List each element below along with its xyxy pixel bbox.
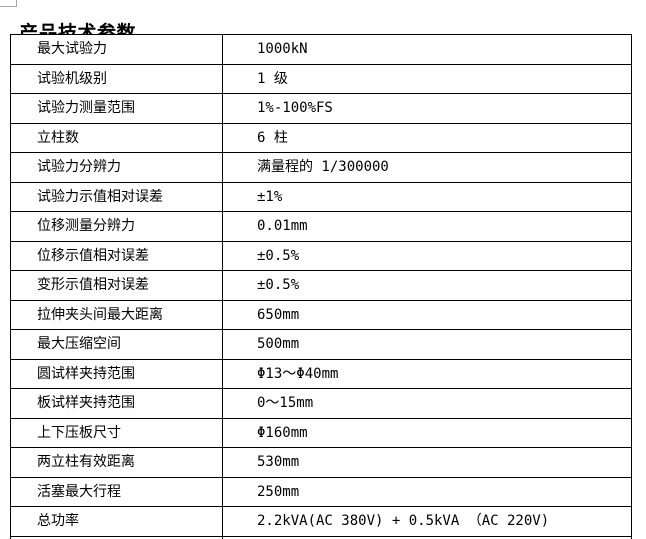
table-row: 位移示值相对误差 ±0.5% [10, 240, 632, 271]
table-row: 立柱数 6 柱 [10, 122, 632, 153]
param-value: 三相五线制 [222, 535, 632, 539]
param-label: 位移示值相对误差 [10, 240, 223, 271]
param-label: 试验机级别 [10, 63, 223, 94]
spec-table-body: 最大试验力 1000kN 试验机级别 1 级试验力测量范围 1%-100%FS 立柱数 6 … [10, 34, 632, 539]
table-row: 拉伸夹头间最大距离 650mm [10, 299, 632, 330]
param-value: 2.2kVA(AC 380V) + 0.5kVA （AC 220V) [222, 506, 632, 537]
param-value: ±1% [222, 181, 632, 212]
param-label: 活塞最大行程 [10, 476, 223, 507]
param-label: 两立柱有效距离 [10, 447, 223, 478]
param-value: 1%-100%FS [222, 93, 632, 124]
param-label: 圆试样夹持范围 [10, 358, 223, 389]
param-label: 总功率 [10, 506, 223, 537]
param-value: Φ160mm [222, 417, 632, 448]
table-row: 试验机级别 1 级 [10, 63, 632, 94]
param-value: ±0.5% [222, 240, 632, 271]
table-row: 最大压缩空间 500mm [10, 329, 632, 360]
param-value: 1 级 [222, 63, 632, 94]
param-value: 0.01mm [222, 211, 632, 242]
param-value: 1000kN [222, 34, 632, 65]
param-label: 试验力测量范围 [10, 93, 223, 124]
param-value: Φ13～Φ40mm [222, 358, 632, 389]
param-value: 650mm [222, 299, 632, 330]
table-row: 位移测量分辨力 0.01mm [10, 211, 632, 242]
param-label: 位移测量分辨力 [10, 211, 223, 242]
table-row: 试验力分辨力 满量程的 1/300000 [10, 152, 632, 183]
table-row: 电源三相五线制 [10, 535, 632, 539]
table-row: 圆试样夹持范围 Φ13～Φ40mm [10, 358, 632, 389]
param-label: 试验力分辨力 [10, 152, 223, 183]
table-row: 最大试验力 1000kN [10, 34, 632, 65]
param-label: 变形示值相对误差 [10, 270, 223, 301]
param-value: 500mm [222, 329, 632, 360]
param-value: 6 柱 [222, 122, 632, 153]
table-row: 活塞最大行程 250mm [10, 476, 632, 507]
table-row: 总功率 2.2kVA(AC 380V) + 0.5kVA （AC 220V) [10, 506, 632, 537]
spec-table: 最大试验力 1000kN 试验机级别 1 级试验力测量范围 1%-100%FS 立柱数 6 … [10, 34, 632, 539]
table-row: 上下压板尺寸 Φ160mm [10, 417, 632, 448]
param-label: 拉伸夹头间最大距离 [10, 299, 223, 330]
param-value: 530mm [222, 447, 632, 478]
table-row: 两立柱有效距离 530mm [10, 447, 632, 478]
param-label: 立柱数 [10, 122, 223, 153]
param-label: 试验力示值相对误差 [10, 181, 223, 212]
table-row: 试验力示值相对误差 ±1% [10, 181, 632, 212]
corner-fragment [0, 0, 17, 7]
table-row: 变形示值相对误差 ±0.5% [10, 270, 632, 301]
param-value: 250mm [222, 476, 632, 507]
param-label: 最大压缩空间 [10, 329, 223, 360]
param-label: 上下压板尺寸 [10, 417, 223, 448]
table-row: 板试样夹持范围 0～15mm [10, 388, 632, 419]
param-value: 满量程的 1/300000 [222, 152, 632, 183]
param-value: ±0.5% [222, 270, 632, 301]
param-label: 板试样夹持范围 [10, 388, 223, 419]
param-value: 0～15mm [222, 388, 632, 419]
param-label: 最大试验力 [10, 34, 223, 65]
table-row: 试验力测量范围 1%-100%FS [10, 93, 632, 124]
